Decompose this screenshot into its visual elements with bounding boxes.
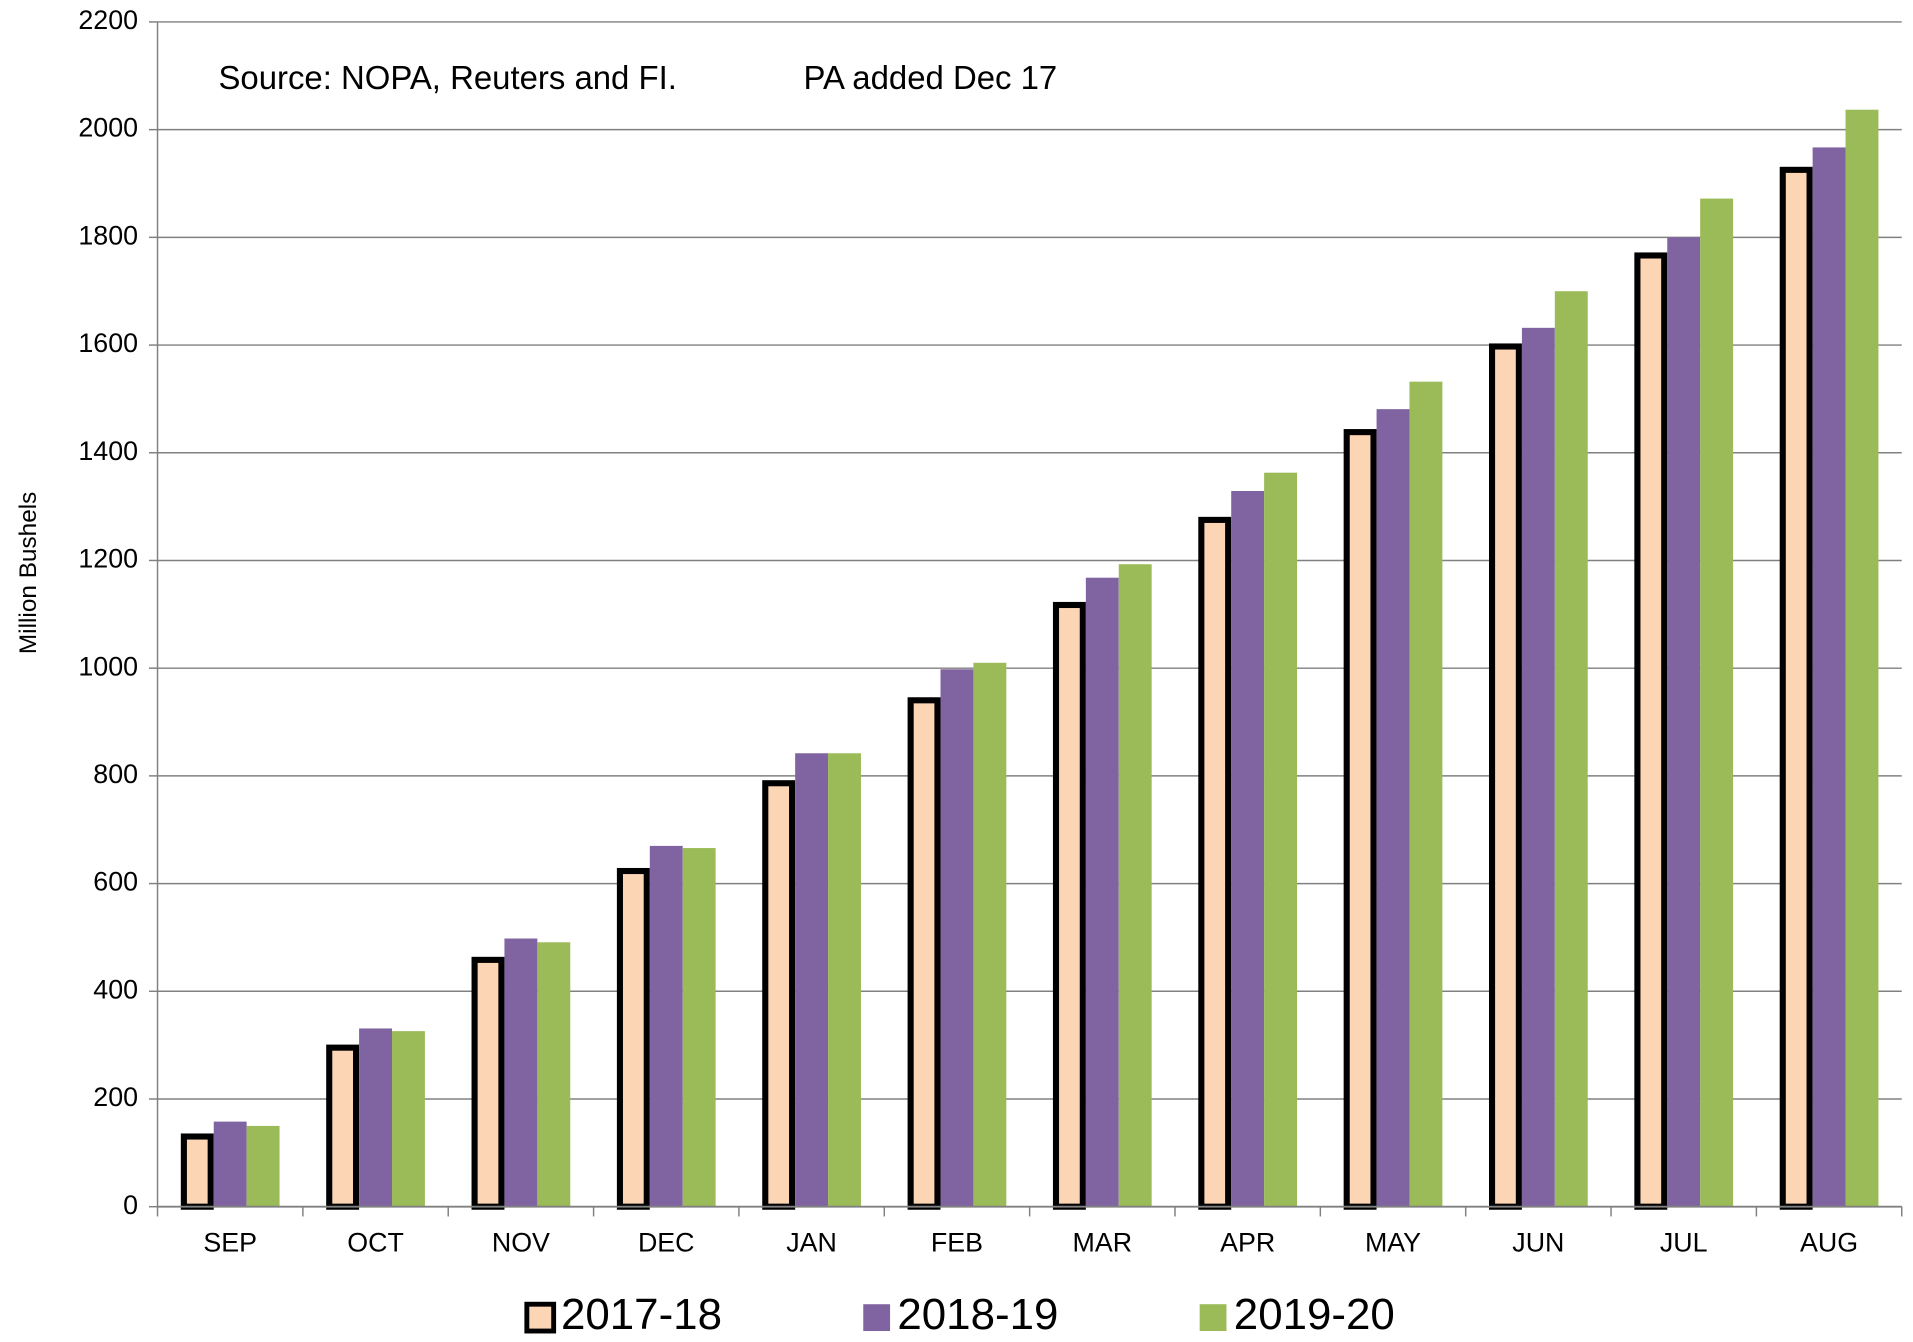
x-tick-label: NOV	[492, 1228, 550, 1258]
legend-marker	[863, 1304, 891, 1332]
bar	[180, 1133, 214, 1210]
bar	[1845, 109, 1879, 1207]
annotation: PA added Dec 17	[804, 59, 1058, 96]
legend-marker	[1199, 1304, 1227, 1332]
bar	[1118, 564, 1152, 1207]
y-axis-label: Million Bushels	[15, 492, 42, 654]
y-tick-label: 600	[93, 867, 138, 897]
annotation: Source: NOPA, Reuters and FI.	[218, 59, 676, 96]
x-tick-label: OCT	[347, 1228, 404, 1258]
bar	[504, 938, 538, 1207]
bar	[1779, 166, 1813, 1210]
y-tick-label: 1600	[78, 328, 138, 358]
x-tick-label: JUN	[1512, 1228, 1564, 1258]
bar	[537, 942, 571, 1207]
legend-label: 2018-19	[897, 1290, 1058, 1339]
y-tick-label: 1800	[78, 220, 138, 250]
bar	[1264, 472, 1298, 1207]
bar	[1667, 237, 1701, 1207]
y-tick-label: 400	[93, 974, 138, 1004]
y-tick-label: 0	[123, 1190, 138, 1220]
y-tick-label: 2000	[78, 113, 138, 143]
legend-label: 2017-18	[561, 1290, 722, 1339]
x-tick-label: FEB	[931, 1228, 983, 1258]
bar	[649, 845, 683, 1207]
y-tick-label: 2200	[78, 5, 138, 35]
x-tick-label: MAR	[1073, 1228, 1133, 1258]
bar	[1634, 252, 1668, 1210]
y-tick-label: 1000	[78, 651, 138, 681]
bar	[392, 1031, 425, 1207]
x-tick-label: DEC	[638, 1228, 695, 1258]
bar	[1085, 577, 1119, 1207]
x-tick-label: SEP	[203, 1228, 257, 1258]
bar	[1489, 343, 1522, 1210]
legend-marker	[524, 1301, 557, 1334]
bar	[1376, 409, 1410, 1207]
bar	[326, 1044, 360, 1210]
bar	[973, 662, 1007, 1207]
y-tick-label: 1200	[78, 544, 138, 574]
bar	[1052, 601, 1086, 1210]
bar	[940, 669, 974, 1207]
bar	[1343, 429, 1377, 1210]
bar	[1812, 147, 1846, 1207]
y-tick-label: 1400	[78, 436, 138, 466]
bar	[213, 1121, 247, 1207]
bar	[828, 753, 861, 1207]
bar	[1198, 516, 1232, 1210]
bar	[1231, 490, 1265, 1207]
bar	[359, 1028, 393, 1207]
x-tick-label: JAN	[786, 1228, 837, 1258]
legend-label: 2019-20	[1234, 1290, 1395, 1339]
bar	[795, 753, 829, 1207]
bar	[762, 780, 796, 1210]
y-tick-label: 200	[93, 1082, 138, 1112]
bar	[907, 697, 941, 1210]
x-tick-label: AUG	[1800, 1228, 1858, 1258]
bar	[471, 956, 505, 1210]
bar	[682, 848, 716, 1207]
bar	[616, 867, 650, 1210]
x-tick-label: JUL	[1660, 1228, 1708, 1258]
x-tick-label: APR	[1220, 1228, 1275, 1258]
bar	[246, 1125, 280, 1207]
y-tick-label: 800	[93, 759, 138, 789]
bar	[1521, 327, 1555, 1207]
bar	[1554, 291, 1588, 1207]
bar	[1700, 198, 1734, 1207]
x-tick-label: MAY	[1365, 1228, 1421, 1258]
bar	[1409, 381, 1443, 1207]
